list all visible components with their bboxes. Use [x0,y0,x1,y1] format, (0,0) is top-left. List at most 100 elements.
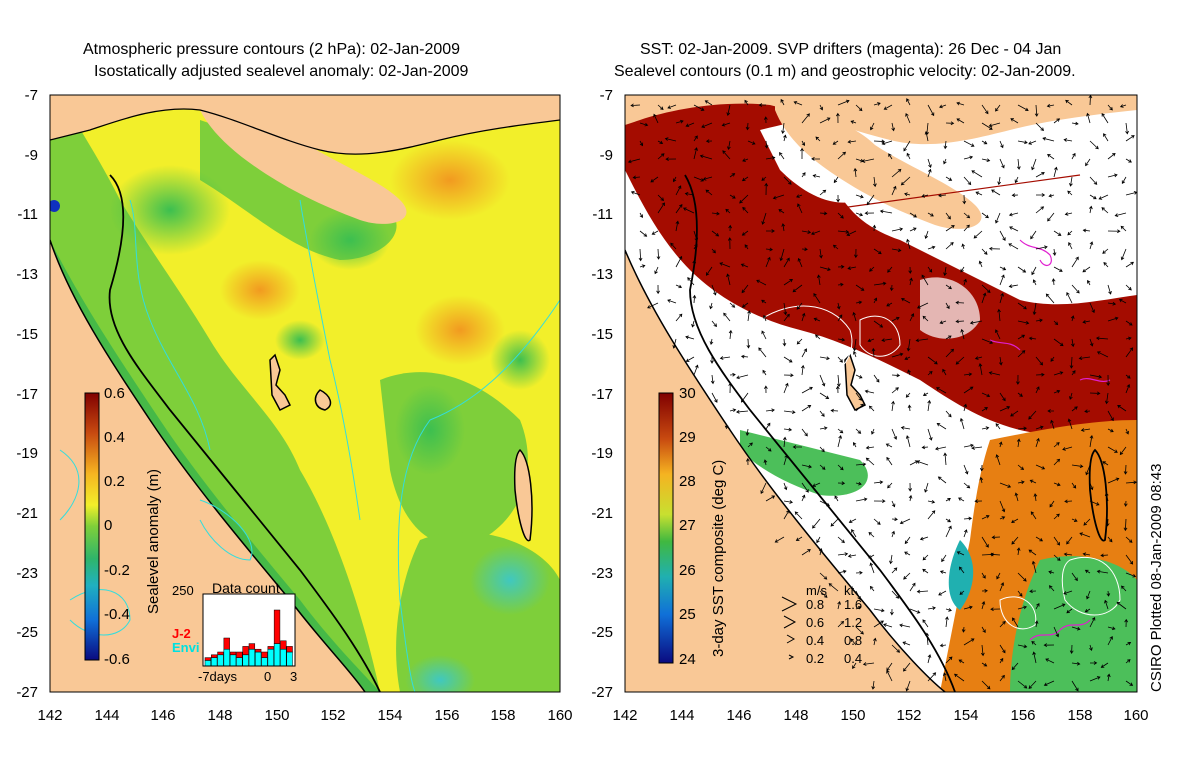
velocity-arrow [1071,121,1079,126]
velocity-arrow [1014,176,1019,184]
velocity-arrow [682,207,695,214]
velocity-arrow [1008,243,1019,250]
velocity-arrow [1071,626,1081,631]
velocity-arrow [765,256,771,268]
velocity-arrow [1046,103,1055,108]
velocity-arrow [855,462,867,467]
velocity-arrow [1125,374,1131,379]
velocity-arrow [1102,248,1109,254]
velocity-arrow [813,317,821,322]
inset-bar-j2 [273,609,281,644]
left-colorbar [84,392,100,661]
velocity-arrow [855,570,863,575]
velocity-arrow [741,302,749,308]
velocity-arrow [846,230,857,236]
velocity-arrow [921,194,929,198]
velocity-arrow [945,497,951,502]
velocity-arrow [1028,680,1037,689]
velocity-arrow [1125,680,1134,686]
velocity-arrow [765,247,774,252]
velocity-arrow [1106,590,1111,597]
velocity-arrow [705,266,713,276]
velocity-arrow [1016,438,1021,448]
velocity-arrow [758,347,767,358]
velocity-arrow [800,147,804,160]
velocity-arrow [919,536,929,541]
velocity-arrow [999,230,1006,241]
velocity-arrow [855,392,862,401]
right-x-tick: 144 [669,707,695,724]
velocity-arrow [887,266,893,273]
velocity-arrow [1086,590,1091,600]
velocity-arrow [729,173,736,178]
velocity-arrow [1043,680,1055,687]
velocity-arrow [693,364,699,376]
velocity-arrow [1082,228,1091,233]
velocity-arrow [1089,644,1093,652]
velocity-arrow [693,147,698,160]
right-cb-tick: 27 [679,517,696,534]
velocity-arrow [837,569,847,574]
velocity-arrow [1125,641,1132,646]
left-x-tick: 142 [37,707,63,724]
velocity-arrow [687,277,695,286]
velocity-arrow [916,460,929,466]
left-x-tick: 146 [150,707,176,724]
velocity-arrow [981,662,988,667]
velocity-arrow [835,385,840,394]
velocity-arrow [999,266,1007,271]
velocity-arrow [1107,477,1120,484]
velocity-arrow [1071,482,1077,489]
velocity-arrow [801,247,808,252]
velocity-arrow [1082,266,1091,273]
velocity-arrow [939,104,947,109]
velocity-arrow [1011,662,1019,671]
velocity-arrow [1017,266,1027,273]
velocity-arrow [959,590,965,595]
velocity-arrow [719,262,731,268]
velocity-arrow [963,605,973,610]
velocity-arrow [991,189,1001,196]
velocity-arrow [1107,536,1113,543]
inset-x-label-right: 3 [290,669,298,684]
left-x-tick: 156 [434,707,460,724]
velocity-arrow [705,189,713,196]
velocity-arrow [1017,104,1029,112]
inset-bar-j2 [242,646,249,656]
velocity-arrow [1070,338,1075,348]
velocity-arrow [1035,464,1046,470]
velocity-arrow [853,167,858,178]
velocity-arrow [1086,112,1091,124]
velocity-arrow [945,212,951,220]
velocity-arrow [927,168,932,178]
velocity-arrow [837,620,845,628]
velocity-arrow [980,644,985,657]
velocity-arrow [953,673,965,682]
velocity-arrow [764,385,768,394]
velocity-arrow [819,117,831,124]
velocity-arrow [988,122,1001,128]
velocity-arrow [996,572,1001,580]
left-title-line1: Atmospheric pressure contours (2 hPa): 0… [83,41,461,58]
velocity-arrow [924,130,929,142]
right-colorbar-label: 3-day SST composite (deg C) [710,459,727,657]
velocity-arrow [956,118,965,124]
velocity-arrow [963,140,975,147]
velocity-arrow [1009,226,1019,232]
velocity-arrow [1085,464,1091,476]
velocity-arrow [801,549,811,556]
left-y-tick: -19 [16,445,38,462]
velocity-arrow [945,302,950,310]
inset-bar-j2 [280,640,287,650]
velocity-arrow [1085,158,1091,167]
velocity-arrow [1045,293,1055,304]
velocity-arrow [834,495,839,502]
velocity-arrow [868,554,875,559]
velocity-arrow [1105,518,1110,527]
velocity-arrow [886,302,893,307]
left-cb-tick: -0.2 [104,562,130,579]
velocity-arrow [1017,590,1023,597]
velocity-arrow [1118,298,1127,304]
velocity-arrow [781,122,785,135]
velocity-arrow [819,392,830,399]
